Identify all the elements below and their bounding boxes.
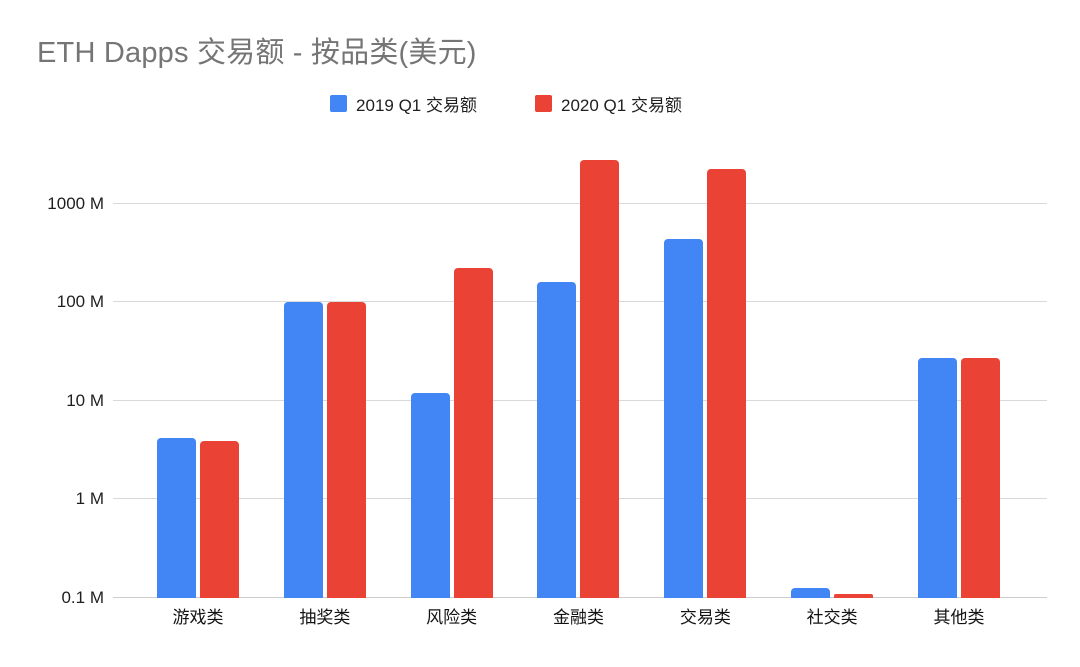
- legend-item-2020: 2020 Q1 交易额: [535, 91, 682, 116]
- legend-label-2020: 2020 Q1 交易额: [561, 95, 682, 115]
- chart-legend: 2019 Q1 交易额 2020 Q1 交易额: [0, 87, 1080, 119]
- bar-2020-风险类: [453, 268, 493, 598]
- bar-2019-社交类: [791, 588, 831, 598]
- bar-2019-交易类: [664, 238, 704, 598]
- x-axis-label-其他类: 其他类: [933, 608, 985, 627]
- y-axis-tick-label: 10 M: [66, 390, 104, 410]
- gridline-10M: [113, 399, 1047, 401]
- x-axis-label-风险类: 风险类: [426, 608, 478, 627]
- bar-2020-社交类: [834, 593, 874, 598]
- gridline-100M: [113, 301, 1047, 303]
- legend-item-2019: 2019 Q1 交易额: [330, 91, 477, 116]
- bar-2019-其他类: [917, 358, 957, 598]
- bar-2019-抽奖类: [283, 302, 323, 598]
- plot-area: [113, 150, 1047, 598]
- bar-2020-交易类: [707, 168, 747, 598]
- bar-2020-其他类: [960, 358, 1000, 598]
- bar-2020-抽奖类: [326, 302, 366, 598]
- gridline-1M: [113, 498, 1047, 500]
- gridline-0.1M: [113, 597, 1047, 598]
- y-axis-tick-label: 0.1 M: [61, 588, 104, 607]
- y-axis-tick-label: 1 M: [75, 489, 104, 509]
- x-axis-label-抽奖类: 抽奖类: [299, 608, 351, 627]
- x-axis-label-游戏类: 游戏类: [172, 608, 224, 627]
- bar-2019-风险类: [410, 393, 450, 598]
- x-axis-label-金融类: 金融类: [552, 608, 604, 627]
- chart-title: ETH Dapps 交易额 - 按品类(美元): [37, 37, 477, 69]
- legend-label-2019: 2019 Q1 交易额: [356, 95, 477, 115]
- legend-swatch-2020: [535, 94, 552, 112]
- gridline-1000M: [113, 202, 1047, 204]
- x-axis-label-社交类: 社交类: [806, 608, 858, 627]
- bar-2020-金融类: [580, 159, 620, 598]
- y-axis-tick-label: 1000 M: [47, 193, 104, 213]
- y-axis-tick-label: 100 M: [56, 292, 104, 312]
- bar-2019-金融类: [537, 282, 577, 598]
- bar-2020-游戏类: [200, 441, 239, 598]
- bar-2019-游戏类: [157, 437, 196, 598]
- x-axis-label-交易类: 交易类: [679, 608, 731, 627]
- legend-swatch-2019: [330, 94, 348, 112]
